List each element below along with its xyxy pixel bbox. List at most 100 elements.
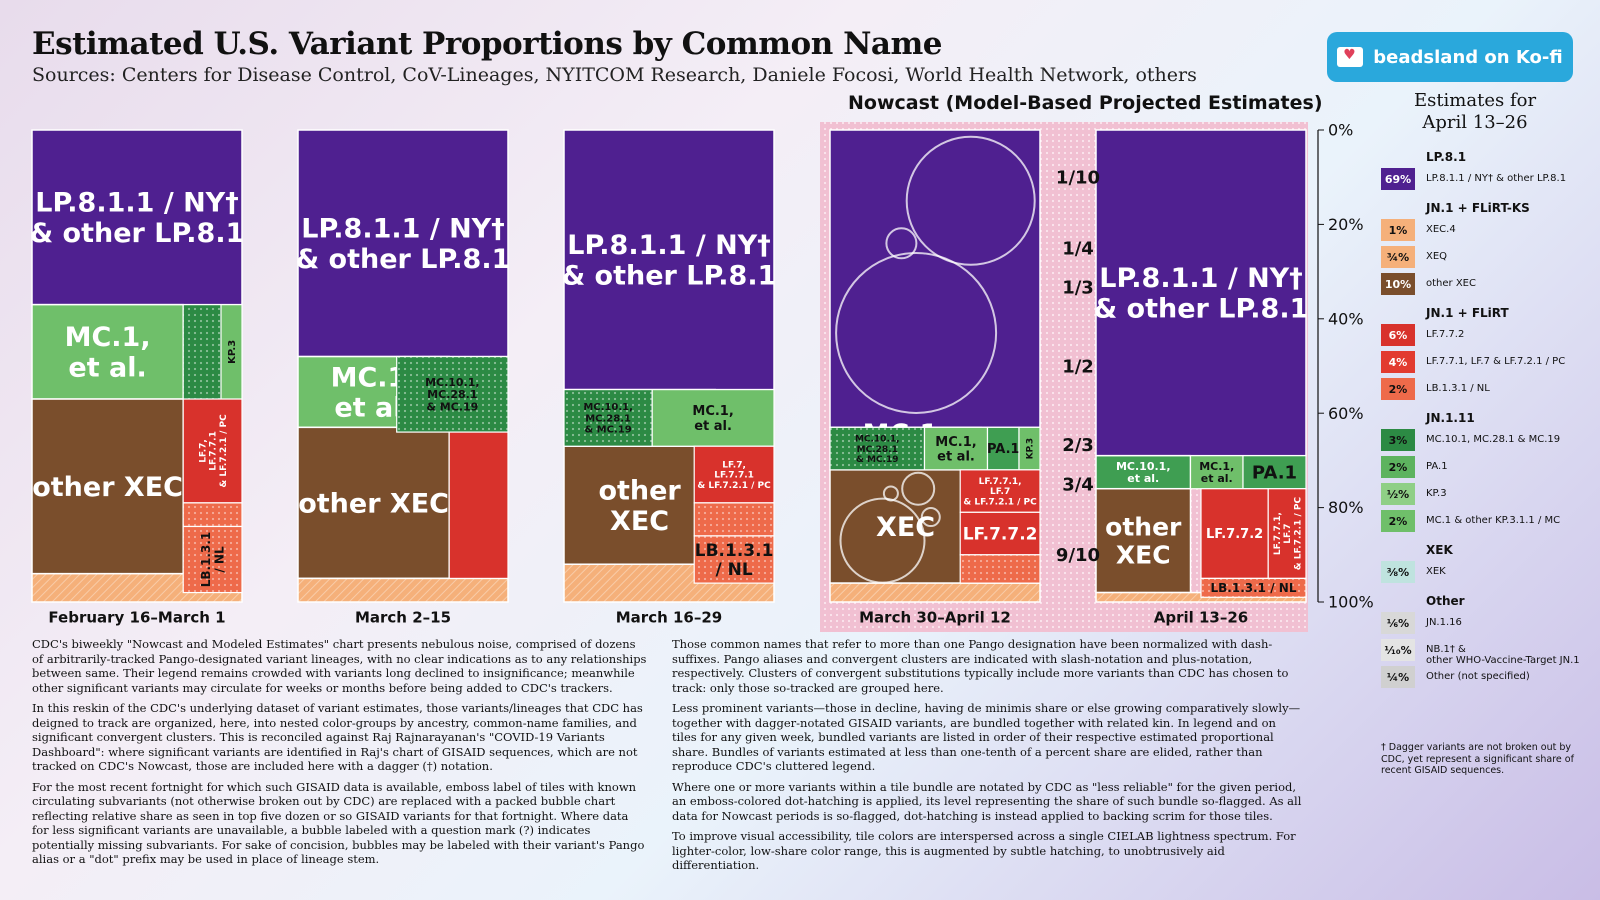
kofi-button[interactable]: beadsland on Ko-fi <box>1327 32 1573 82</box>
tile-dot-hatch <box>183 502 242 527</box>
tile-dot-hatch <box>396 356 508 433</box>
x-tick-label: March 16–29 <box>616 608 723 626</box>
legend-label: LB.1.3.1 / NL <box>1426 383 1490 394</box>
y-tick-label: 60% <box>1328 404 1364 423</box>
tile-lp81 <box>1095 129 1307 457</box>
tile-label: LF.7.7.2 <box>963 525 1038 545</box>
tile-label: LP.8.1.1 / NY† & other LP.8.1 <box>562 230 777 291</box>
tile-label: LF.7.7.1,LF.7& LF.7.2.1 / PC <box>1273 496 1303 570</box>
legend-swatch: 1% <box>1381 219 1415 241</box>
legend-label: LP.8.1.1 / NY† & other LP.8.1 <box>1426 173 1567 184</box>
tile-dot-hatch <box>1201 578 1306 598</box>
tile-label: MC.10.1, MC.28.1 & MC.19 <box>855 435 900 465</box>
note-paragraph: Less prominent variants—those in decline… <box>672 701 1301 773</box>
fraction-tick-label: 1/4 <box>1062 238 1094 259</box>
tile-dot-hatch <box>694 535 774 584</box>
tile-label: other XEC <box>1105 512 1182 569</box>
tile-label: LB.1.3.1 / NL <box>1211 581 1297 595</box>
page-title: Estimated U.S. Variant Proportions by Co… <box>32 26 943 62</box>
legend-group-heading: XEK <box>1426 543 1453 557</box>
legend-label: NB.1† & other WHO-Vaccine-Target JN.1 <box>1426 644 1580 666</box>
x-tick-label: March 2–15 <box>355 608 451 626</box>
tile-green_light <box>31 303 184 400</box>
tile-label: other XEC <box>298 488 449 519</box>
legend-swatch: ⅙% <box>1381 612 1415 634</box>
tile-label: PA.1 <box>987 442 1020 457</box>
tile-lp81 <box>829 129 1041 429</box>
note-paragraph: CDC's biweekly "Nowcast and Modeled Esti… <box>32 637 647 695</box>
note-paragraph: For the most recent fortnight for which … <box>32 779 645 867</box>
legend-swatch: 69% <box>1381 168 1415 190</box>
legend-swatch: ¼% <box>1381 666 1415 688</box>
fraction-tick-label: 9/10 <box>1056 545 1100 566</box>
fraction-tick-label: 2/3 <box>1062 435 1094 456</box>
variant-bubble <box>905 135 1036 266</box>
tile-label: MC.1,et al. <box>1199 460 1234 485</box>
legend-group-heading: Other <box>1426 594 1465 608</box>
legend-swatch: 3% <box>1381 429 1415 451</box>
legend-label: LF.7.7.1, LF.7 & LF.7.2.1 / PC <box>1426 356 1566 367</box>
tile-red <box>1267 488 1307 580</box>
variant-bubble <box>920 507 941 528</box>
tile-label: MC.1,et al. <box>692 404 733 434</box>
legend-label: other XEC <box>1426 278 1476 289</box>
tile-brown <box>1095 487 1192 594</box>
tile-lp81 <box>31 129 243 306</box>
note-paragraph: Those common names that refer to more th… <box>672 637 1289 695</box>
tile-hatch <box>298 578 508 602</box>
tile-dot-hatch <box>183 526 242 593</box>
tile-label: LP.8.1.1 / NY† & other LP.8.1 <box>1094 263 1309 324</box>
tile-dot-hatch <box>830 427 925 470</box>
dagger-note: † Dagger variants are not broken out by … <box>1381 742 1574 776</box>
page-subtitle: Sources: Centers for Disease Control, Co… <box>32 64 1197 86</box>
tile-label: LF.7.7.1,LF.7& LF.7.2.1 / PC <box>963 477 1037 507</box>
tile-red <box>1200 488 1269 580</box>
legend-heading: Estimates for April 13–26 <box>1413 90 1537 133</box>
tile-label: MC.1,et al. <box>935 435 976 465</box>
kofi-label: beadsland on Ko-fi <box>1373 46 1563 68</box>
variant-bubble <box>835 251 998 414</box>
y-tick-label: 100% <box>1328 593 1374 612</box>
tile-label: LF.7.7.2 <box>1206 527 1263 542</box>
legend-label: JN.1.16 <box>1426 617 1462 628</box>
legend-swatch: ⅒% <box>1381 639 1415 661</box>
tile-label: LB.1.3.1/ NL <box>695 541 774 580</box>
fraction-tick-label: 3/4 <box>1062 474 1094 495</box>
legend-swatch: ⅜% <box>1381 561 1415 583</box>
legend-swatch: 2% <box>1381 456 1415 478</box>
x-tick-label: February 16–March 1 <box>48 608 225 626</box>
note-paragraph: Where one or more variants within a tile… <box>672 779 1302 823</box>
tile-lp81 <box>563 129 775 391</box>
variant-bubble <box>839 497 926 584</box>
variant-bubble <box>882 485 899 502</box>
legend-group-heading: JN.1 + FLiRT <box>1426 306 1509 320</box>
tile-green_light <box>1189 455 1244 490</box>
legend-label: XEQ <box>1426 251 1448 262</box>
legend-label: Other (not specified) <box>1426 671 1530 682</box>
tile-label: other XEC <box>598 476 681 537</box>
variant-bubble <box>901 471 936 506</box>
legend-label: MC.1 & other KP.3.1.1 / MC <box>1426 515 1561 526</box>
tile-label: LF.7,LF.7.7.1& LF.7.2.1 / PC <box>199 414 229 488</box>
tile-label: LF.7,LF.7.7.1& LF.7.2.1 / PC <box>697 461 771 491</box>
fraction-tick-label: 1/3 <box>1062 277 1094 298</box>
legend-label: LF.7.7.2 <box>1426 329 1465 340</box>
tile-label: MC.1,et al. <box>65 322 151 383</box>
tile-hatch <box>830 583 1040 602</box>
legend-swatch: ½% <box>1381 483 1415 505</box>
legend-swatch: 2% <box>1381 510 1415 532</box>
legend-label: KP.3 <box>1426 488 1447 499</box>
tile-label: KP.3 <box>227 340 238 364</box>
legend-label: PA.1 <box>1426 461 1448 472</box>
y-tick-label: 80% <box>1328 498 1364 517</box>
note-paragraph: To improve visual accessibility, tile co… <box>672 829 1296 872</box>
tile-label: LB.1.3.1/ NL <box>199 532 226 588</box>
tile-dot-hatch <box>960 554 1040 584</box>
legend-group-heading: JN.1 + FLiRT-KS <box>1426 201 1530 215</box>
tile-label: MC.10.1, et al. <box>1116 460 1171 485</box>
tile-red <box>693 445 775 504</box>
nowcast-heading: Nowcast (Model-Based Projected Estimates… <box>848 92 1323 114</box>
tile-red <box>448 431 509 579</box>
tile-dot-hatch <box>564 389 653 447</box>
legend-label: XEC.4 <box>1426 224 1456 235</box>
